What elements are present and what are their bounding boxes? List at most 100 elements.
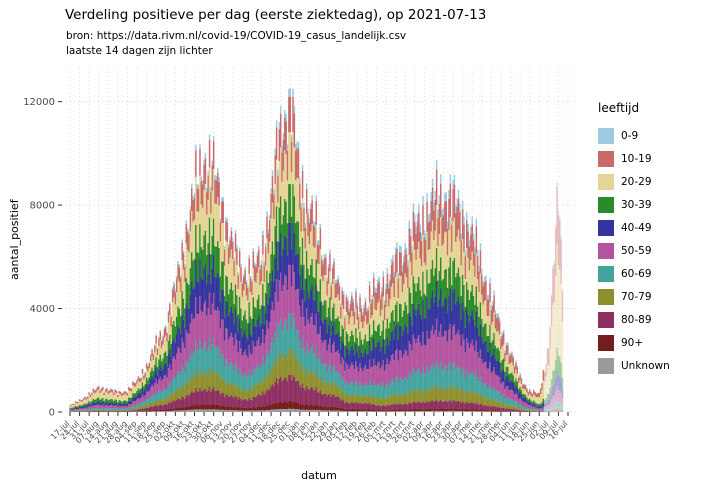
bar-segment — [281, 360, 283, 382]
bar-segment — [345, 362, 348, 381]
bar-segment — [550, 296, 553, 326]
bar-segment — [368, 411, 371, 412]
bar-segment — [527, 395, 530, 400]
bar-segment — [134, 408, 137, 411]
bar-segment — [266, 388, 268, 405]
bar-segment — [204, 370, 207, 389]
bar-segment — [148, 407, 151, 411]
bar-segment — [199, 403, 201, 410]
bar-segment — [249, 375, 252, 391]
bar-segment — [457, 296, 460, 330]
bar-segment — [241, 408, 244, 411]
bar-segment — [71, 404, 74, 406]
bar-segment — [408, 371, 411, 391]
bar-segment — [326, 410, 328, 412]
bar-segment — [108, 389, 111, 391]
bar-segment — [230, 362, 233, 383]
bar-segment — [394, 377, 397, 394]
bar-segment — [104, 388, 107, 390]
bar-segment — [364, 409, 367, 412]
bar-segment — [464, 256, 467, 280]
bar-segment — [211, 344, 214, 372]
bar-segment — [427, 214, 430, 223]
bar-segment — [145, 362, 148, 364]
bar-segment — [357, 317, 360, 330]
bar-segment — [386, 396, 389, 405]
bar-segment — [240, 388, 242, 399]
bar-segment — [534, 409, 536, 411]
bar-segment — [108, 390, 111, 394]
bar-segment — [456, 273, 458, 301]
bar-segment — [113, 392, 115, 396]
bar-segment — [284, 319, 286, 354]
bar-segment — [403, 330, 405, 355]
bar-segment — [541, 402, 543, 406]
bar-segment — [561, 377, 564, 390]
bar-segment — [440, 257, 442, 289]
bar-segment — [233, 407, 235, 411]
bar-segment — [554, 402, 557, 409]
bar-segment — [455, 204, 457, 213]
bar-segment — [316, 392, 319, 406]
bar-segment — [386, 294, 389, 319]
bar-segment — [199, 175, 201, 225]
bar-segment — [546, 347, 549, 349]
bar-segment — [262, 376, 264, 392]
bar-segment — [338, 336, 341, 354]
bar-segment — [214, 348, 216, 375]
bar-segment — [542, 410, 545, 412]
bar-segment — [303, 348, 305, 372]
bar-segment — [163, 363, 166, 376]
bar-segment — [453, 400, 456, 409]
bar-segment — [160, 341, 163, 349]
bar-segment — [493, 367, 495, 387]
bar-segment — [348, 324, 350, 342]
bar-segment — [260, 382, 263, 395]
bar-segment — [253, 407, 256, 411]
bar-segment — [445, 408, 447, 411]
bar-segment — [158, 409, 160, 412]
bar-segment — [158, 338, 160, 347]
bar-segment — [507, 354, 509, 367]
bar-segment — [130, 397, 133, 401]
bar-segment — [526, 409, 528, 412]
bar-segment — [535, 407, 538, 410]
bar-segment — [304, 375, 307, 391]
bar-segment — [240, 410, 242, 412]
bar-segment — [259, 368, 261, 385]
bar-segment — [175, 278, 178, 293]
bar-segment — [342, 291, 345, 295]
bar-segment — [449, 217, 452, 258]
bar-segment — [262, 230, 264, 235]
bar-segment — [497, 347, 499, 361]
bar-segment — [474, 409, 476, 412]
bar-segment — [78, 410, 81, 412]
bar-segment — [163, 404, 166, 410]
bar-segment — [482, 286, 484, 305]
bar-segment — [320, 410, 323, 412]
bar-segment — [222, 354, 224, 378]
bar-segment — [468, 348, 471, 376]
bar-segment — [303, 264, 305, 290]
bar-segment — [430, 330, 432, 366]
bar-segment — [331, 406, 334, 411]
bar-segment — [102, 397, 104, 402]
bar-segment — [286, 402, 289, 410]
bar-segment — [222, 261, 224, 290]
bar-segment — [472, 411, 475, 412]
bar-segment — [452, 408, 454, 411]
bar-segment — [293, 401, 296, 409]
bar-segment — [420, 346, 423, 375]
bar-segment — [140, 377, 142, 382]
bar-segment — [394, 305, 397, 327]
bar-segment — [186, 250, 189, 284]
bar-segment — [88, 391, 90, 393]
bar-segment — [289, 313, 292, 349]
bar-segment — [87, 396, 89, 399]
bar-segment — [336, 410, 338, 412]
bar-segment — [448, 198, 450, 230]
bar-segment — [110, 409, 112, 411]
bar-segment — [340, 336, 342, 350]
